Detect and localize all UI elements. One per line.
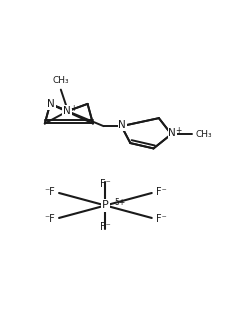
Text: F⁻: F⁻ [100, 222, 110, 232]
Text: CH₃: CH₃ [194, 130, 211, 139]
Text: +: + [174, 126, 180, 135]
Text: F⁻: F⁻ [155, 187, 166, 197]
Text: 5+: 5+ [113, 198, 125, 207]
Text: CH₃: CH₃ [52, 76, 69, 85]
Text: ⁻F: ⁻F [44, 214, 54, 224]
Text: N: N [47, 99, 55, 109]
Text: +: + [69, 104, 76, 113]
Text: ⁻F: ⁻F [44, 187, 54, 197]
Text: P: P [102, 201, 108, 211]
Text: F⁻: F⁻ [100, 179, 110, 189]
Text: N: N [168, 128, 175, 138]
Text: F⁻: F⁻ [155, 214, 166, 224]
Text: N: N [118, 120, 126, 130]
Text: N: N [63, 106, 71, 116]
